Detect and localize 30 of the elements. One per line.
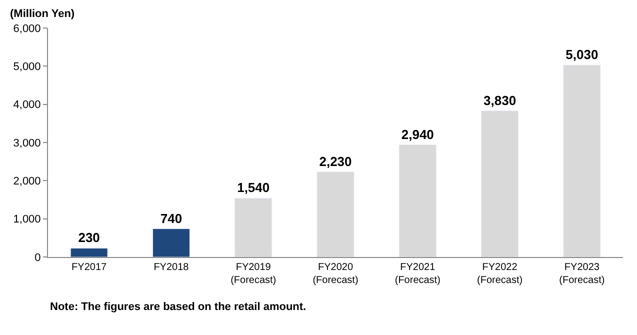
bar: [70, 248, 108, 257]
bar: [152, 228, 190, 257]
data-label: 740: [160, 210, 182, 226]
y-tick-label: 2,000: [13, 176, 41, 188]
y-tick-label: 4,000: [13, 99, 41, 112]
bar: [398, 144, 436, 257]
y-tick-label: 6,000: [13, 22, 41, 35]
y-tick-label: 0: [34, 252, 41, 264]
x-tick-label: FY2021 (Forecast): [394, 262, 440, 286]
text: Note: The figures are based on the retail amount.: [50, 301, 306, 313]
data-label: 2,230: [319, 154, 352, 169]
y-tick-label: 1,000: [13, 214, 41, 226]
data-label: 3,830: [484, 92, 516, 108]
x-tick-label: FY2018: [154, 262, 190, 273]
x-tick-label: FY2020 (Forecast): [312, 262, 358, 286]
bar: [563, 64, 601, 257]
data-label: 2,940: [401, 126, 434, 142]
x-tick-label: FY2019 (Forecast): [230, 262, 276, 286]
x-tick-label: FY2017: [72, 262, 108, 273]
bar: [316, 172, 354, 257]
y-tick-label: 3,000: [13, 137, 41, 150]
data-label: 230: [78, 230, 100, 246]
x-tick-label: FY2023 (Forecast): [559, 262, 605, 286]
y-tick-label: 5,000: [13, 61, 41, 74]
bar: [234, 198, 272, 257]
x-tick-label: FY2022 (Forecast): [477, 262, 523, 286]
bar: [481, 110, 519, 257]
y-axis-title: (Million Yen): [10, 8, 75, 20]
data-label: 1,540: [237, 180, 270, 196]
data-label: 5,030: [566, 47, 598, 62]
